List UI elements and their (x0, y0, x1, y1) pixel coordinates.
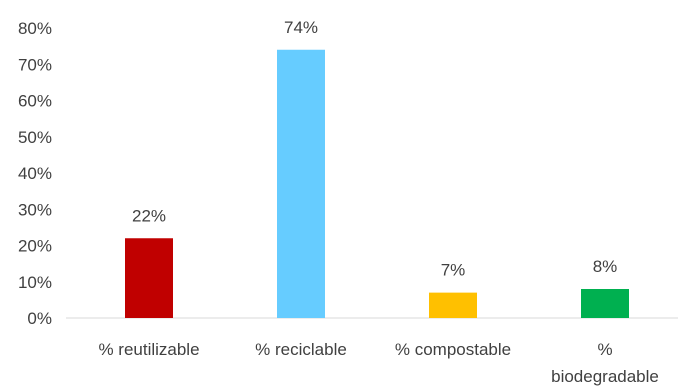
x-tick-label: % reutilizable (98, 340, 199, 359)
bar (581, 289, 629, 318)
x-tick-label: biodegradable (551, 367, 659, 386)
x-tick-label: % (597, 340, 612, 359)
bar (277, 49, 325, 318)
data-label: 7% (441, 261, 466, 280)
y-tick-label: 40% (18, 164, 52, 183)
data-label: 8% (593, 257, 618, 276)
y-tick-label: 60% (18, 92, 52, 111)
bar (429, 292, 477, 318)
data-label: 22% (132, 206, 166, 225)
bar (125, 238, 173, 318)
y-tick-label: 0% (27, 309, 52, 328)
y-tick-label: 70% (18, 55, 52, 74)
y-tick-label: 30% (18, 200, 52, 219)
y-tick-label: 80% (18, 19, 52, 38)
y-tick-label: 50% (18, 128, 52, 147)
y-tick-label: 20% (18, 237, 52, 256)
x-tick-label: % compostable (395, 340, 511, 359)
y-tick-label: 10% (18, 273, 52, 292)
x-tick-label: % reciclable (255, 340, 347, 359)
data-label: 74% (284, 18, 318, 37)
